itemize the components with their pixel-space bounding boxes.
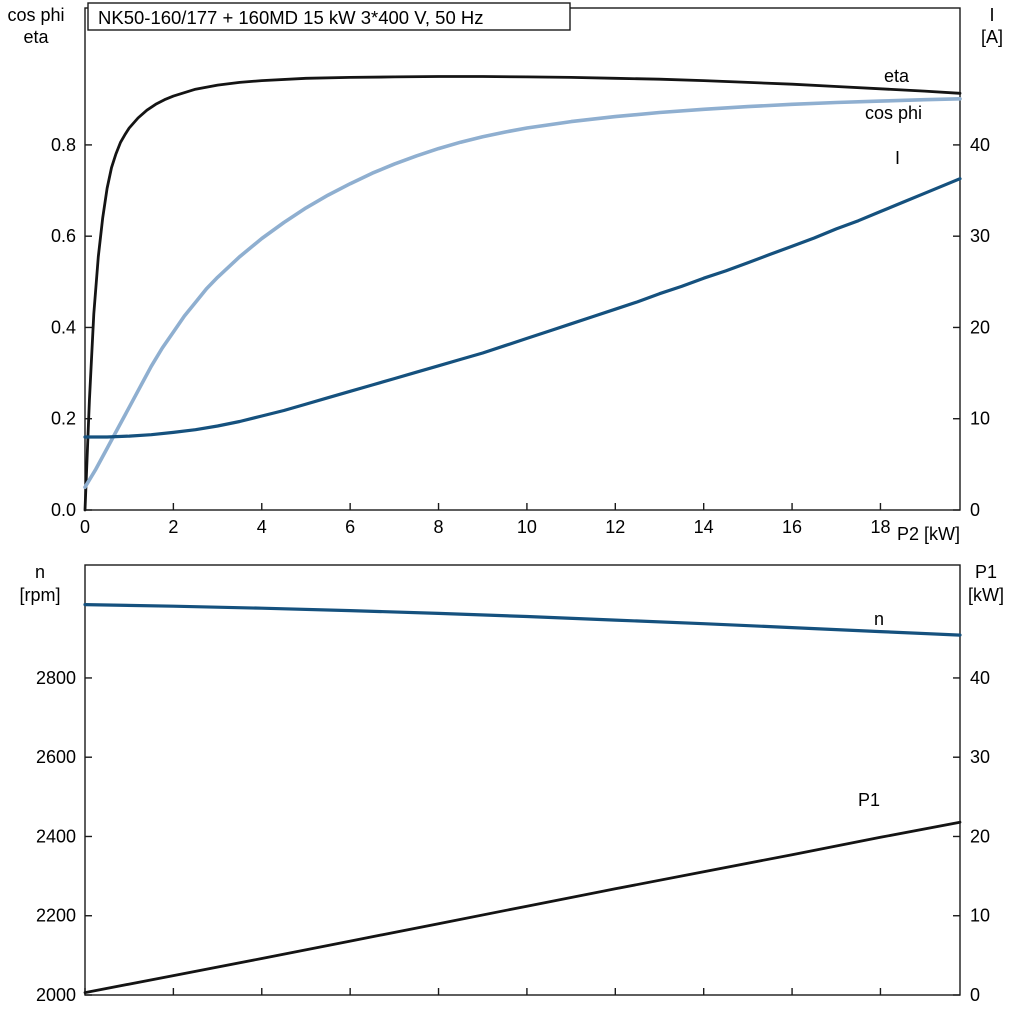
y-left-tick-label: 0.4 [51, 317, 76, 337]
y-left-tick-label: 0.8 [51, 135, 76, 155]
series-label-cos-phi: cos phi [865, 103, 922, 123]
bottom-chart-curves [83, 602, 962, 994]
y-left-tick-label: 2400 [36, 826, 76, 846]
y-right-tick-label: 20 [970, 826, 990, 846]
series-eta-curve [83, 75, 962, 512]
y-left-tick-label: 0.0 [51, 500, 76, 520]
x-tick-label: 4 [257, 517, 267, 537]
top-y-right-axis-title-line2: [A] [981, 27, 1003, 47]
x-tick-label: 10 [517, 517, 537, 537]
x-tick-label: 8 [434, 517, 444, 537]
chart-title: NK50-160/177 + 160MD 15 kW 3*400 V, 50 H… [98, 7, 483, 28]
bottom-y-left-axis-title-line2: [rpm] [19, 585, 60, 605]
bottom-y-right-axis-title-line2: [kW] [968, 585, 1004, 605]
series-i-curve [83, 177, 962, 439]
bottom-y-right-axis-title-line1: P1 [975, 562, 997, 582]
y-left-tick-label: 2800 [36, 668, 76, 688]
y-left-tick-label: 2600 [36, 747, 76, 767]
y-right-tick-label: 20 [970, 317, 990, 337]
y-right-tick-label: 0 [970, 985, 980, 1005]
y-left-tick-label: 2200 [36, 906, 76, 926]
x-tick-label: 12 [605, 517, 625, 537]
top-chart-curves [83, 75, 962, 512]
x-tick-label: 18 [870, 517, 890, 537]
series-label-speed: n [874, 609, 884, 629]
top-y-right-axis-title-line1: I [989, 5, 994, 25]
series-label-eta: eta [884, 66, 910, 86]
x-tick-label: 0 [80, 517, 90, 537]
y-right-tick-label: 40 [970, 135, 990, 155]
y-left-tick-label: 2000 [36, 985, 76, 1005]
plot-frame [84, 564, 961, 996]
x-tick-label: 6 [345, 517, 355, 537]
y-left-tick-label: 0.2 [51, 409, 76, 429]
y-right-tick-label: 0 [970, 500, 980, 520]
top-x-axis-title: P2 [kW] [897, 524, 960, 544]
plot-frame [84, 7, 961, 511]
top-chart-axes: 0.0 0.2 0.4 0.6 0.8 0 10 20 30 40 0 2 4 6 8 10 12 14 16 18 [51, 7, 990, 537]
top-y-left-axis-title-line2: eta [23, 27, 49, 47]
y-right-tick-label: 10 [970, 906, 990, 926]
bottom-chart-axes: 2000 2200 2400 2600 2800 0 10 20 30 40 [36, 564, 990, 1005]
series-label-current: I [895, 148, 900, 168]
series-n-curve [83, 602, 962, 637]
x-tick-label: 14 [694, 517, 714, 537]
series-label-p1: P1 [858, 790, 880, 810]
series-cos-phi-curve [83, 97, 962, 490]
bottom-y-left-axis-title-line1: n [35, 562, 45, 582]
y-left-tick-label: 0.6 [51, 226, 76, 246]
y-right-tick-label: 10 [970, 409, 990, 429]
title-box [87, 2, 571, 31]
x-tick-label: 2 [168, 517, 178, 537]
y-right-tick-label: 30 [970, 226, 990, 246]
x-tick-label: 16 [782, 517, 802, 537]
y-right-tick-label: 30 [970, 747, 990, 767]
y-right-tick-label: 40 [970, 668, 990, 688]
top-y-left-axis-title-line1: cos phi [7, 5, 64, 25]
series-p1-curve [83, 820, 962, 994]
